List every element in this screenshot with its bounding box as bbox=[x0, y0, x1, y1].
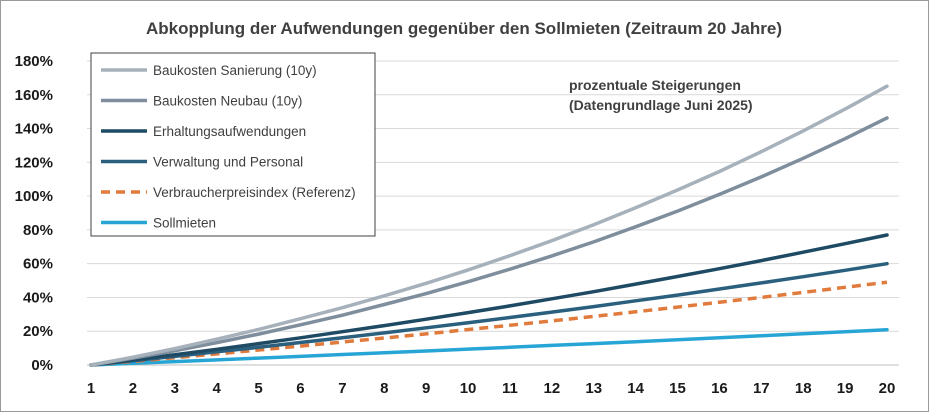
x-tick-label: 8 bbox=[380, 380, 388, 397]
series-line bbox=[89, 261, 889, 367]
x-tick-label: 13 bbox=[585, 380, 602, 397]
x-tick-label: 7 bbox=[338, 380, 346, 397]
x-tick-label: 1 bbox=[87, 380, 95, 397]
y-axis-ticks: 0% 20% 40% 60% 80% 100% 120% 140% 160% 180% bbox=[15, 53, 53, 374]
y-tick-label: 100% bbox=[15, 188, 53, 205]
series-line bbox=[90, 280, 888, 367]
y-tick-label: 60% bbox=[23, 256, 53, 273]
legend-label: Verbraucherpreisindex (Referenz) bbox=[153, 185, 356, 200]
x-tick-label: 11 bbox=[502, 380, 518, 397]
x-axis-ticks: 1 2 3 4 5 6 7 8 9 10 11 12 13 14 15 16 17 18 19 20 bbox=[87, 380, 896, 397]
x-tick-label: 20 bbox=[879, 380, 896, 397]
x-tick-label: 2 bbox=[129, 380, 137, 397]
legend: Baukosten Sanierung (10y) Baukosten Neuba… bbox=[90, 52, 376, 237]
y-tick-label: 20% bbox=[23, 323, 53, 340]
x-tick-label: 6 bbox=[296, 380, 304, 397]
annotation-line: (Datengrundlage Juni 2025) bbox=[569, 97, 753, 113]
legend-label: Sollmieten bbox=[153, 216, 216, 231]
x-tick-label: 19 bbox=[837, 380, 854, 397]
x-tick-label: 3 bbox=[171, 380, 179, 397]
y-tick-label: 120% bbox=[15, 154, 53, 171]
legend-label: Verwaltung und Personal bbox=[153, 155, 303, 170]
x-tick-label: 5 bbox=[254, 380, 262, 397]
y-tick-label: 160% bbox=[15, 87, 53, 104]
series-line bbox=[89, 84, 889, 367]
y-tick-label: 0% bbox=[31, 357, 53, 374]
chart-title: Abkopplung der Aufwendungen gegenüber de… bbox=[146, 19, 782, 38]
annotation: prozentuale Steigerungen (Datengrundlage … bbox=[569, 77, 753, 113]
x-tick-label: 9 bbox=[422, 380, 430, 397]
series-line bbox=[89, 233, 889, 367]
y-tick-label: 40% bbox=[23, 289, 53, 306]
x-tick-label: 14 bbox=[627, 380, 644, 397]
legend-label: Erhaltungsaufwendungen bbox=[153, 124, 306, 139]
x-tick-label: 4 bbox=[213, 380, 222, 397]
series-lines bbox=[89, 84, 889, 367]
legend-box bbox=[90, 52, 376, 237]
legend-label: Baukosten Sanierung (10y) bbox=[153, 63, 317, 78]
series-line bbox=[89, 327, 889, 367]
x-tick-label: 10 bbox=[460, 380, 477, 397]
y-tick-label: 140% bbox=[15, 121, 53, 138]
annotation-line: prozentuale Steigerungen bbox=[569, 77, 741, 93]
x-tick-label: 12 bbox=[543, 380, 560, 397]
x-tick-label: 18 bbox=[795, 380, 812, 397]
x-tick-label: 16 bbox=[711, 380, 728, 397]
y-tick-label: 180% bbox=[15, 53, 53, 70]
series-line bbox=[89, 116, 889, 367]
x-tick-label: 15 bbox=[669, 380, 686, 397]
x-tick-label: 17 bbox=[753, 380, 770, 397]
legend-label: Baukosten Neubau (10y) bbox=[153, 94, 302, 109]
y-tick-label: 80% bbox=[23, 222, 53, 239]
